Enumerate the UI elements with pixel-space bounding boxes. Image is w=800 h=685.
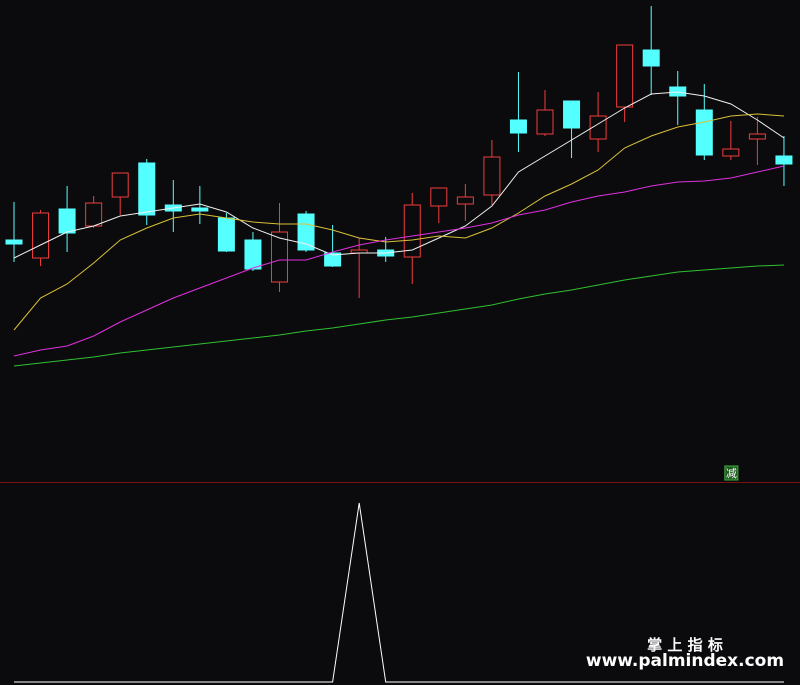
candle-body: [244, 239, 262, 270]
candle-body: [324, 252, 342, 267]
candle-body: [536, 109, 554, 135]
line-series: [14, 502, 784, 683]
candle-body: [695, 109, 713, 156]
watermark-title: 掌 上 指 标: [647, 636, 723, 654]
candle-body: [111, 172, 129, 198]
line-series: [13, 264, 785, 367]
candle-body: [483, 156, 501, 196]
line-series: [13, 165, 785, 357]
candle-body: [642, 49, 660, 67]
candle-body: [669, 86, 687, 97]
candle-body: [191, 207, 209, 212]
watermark-url: www.palmindex.com: [586, 651, 784, 671]
candle-body: [297, 213, 315, 251]
annotation-box: [724, 465, 739, 481]
candle-body: [58, 208, 76, 234]
candle-body: [509, 119, 527, 134]
line-series: [13, 113, 785, 331]
candle-body: [456, 196, 474, 205]
annotation: 减: [726, 467, 737, 480]
candle-body: [748, 133, 766, 140]
candle-body: [722, 148, 740, 157]
candle-body: [32, 212, 50, 259]
candle-body: [138, 162, 156, 216]
candle-body: [775, 155, 793, 165]
line-series: [13, 91, 785, 259]
candle-body: [5, 239, 23, 245]
candle-body: [85, 202, 103, 227]
candle-body: [217, 217, 235, 252]
candle-body: [616, 44, 634, 108]
candle-body: [271, 231, 288, 283]
candle-body: [563, 100, 581, 129]
candle-body: [403, 204, 421, 258]
candle-body: [430, 187, 448, 207]
